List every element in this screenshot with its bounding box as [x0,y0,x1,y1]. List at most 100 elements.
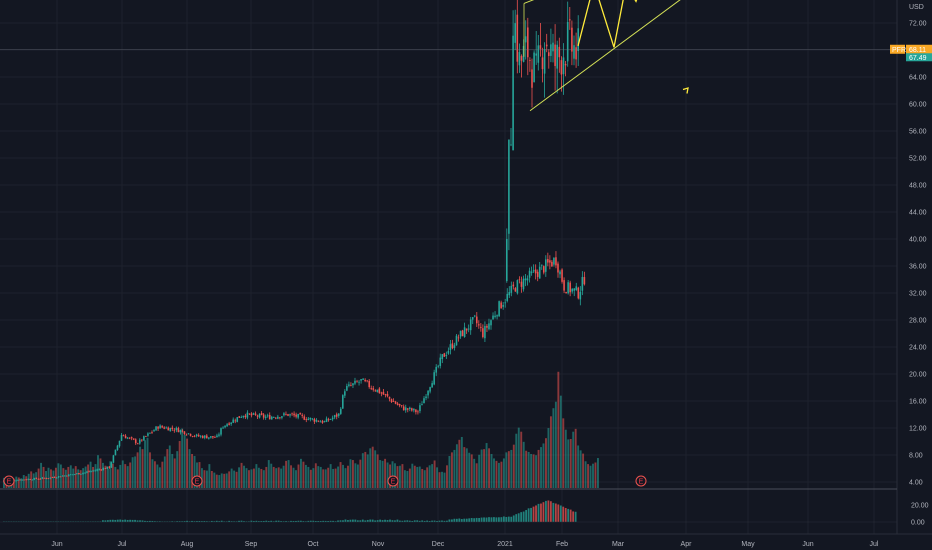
candle-body [447,350,450,354]
candle [23,479,25,481]
candle [185,433,188,436]
indicator-bar [153,521,156,522]
candle [283,412,285,417]
candle [427,390,429,399]
candle [285,411,287,416]
candle-body [423,398,425,404]
indicator-bar [354,519,357,522]
indicator-bar [379,519,381,522]
earnings-marker[interactable]: E [635,475,647,487]
indicator-bar [344,519,347,522]
candle [579,286,582,306]
earnings-marker[interactable]: E [191,475,203,487]
volume-bar [488,448,490,488]
candle-body [49,477,52,479]
volume-bar [304,464,307,488]
candle [232,417,234,424]
indicator-bar [473,518,476,522]
last-price-tag[interactable]: 68.11 [906,44,932,54]
indicator-bar [260,521,263,522]
indicator-bar [448,519,451,522]
earnings-icon[interactable] [191,475,203,487]
candle [63,475,66,477]
earnings-icon[interactable] [387,475,399,487]
indicator-bar [376,520,379,522]
candle-body [543,49,546,74]
candle-body [102,468,105,471]
candle [435,364,437,377]
candle [210,436,212,439]
candle-body [537,45,540,63]
candle [545,255,547,277]
volume-bar [22,475,25,488]
volume-bar [369,448,372,488]
earnings-marker[interactable]: E [387,475,399,487]
candle-body [335,414,338,417]
earnings-icon[interactable] [3,475,15,487]
earnings-icon[interactable] [635,475,647,487]
volume-bar [379,460,382,488]
candle-body [547,259,549,263]
candle-body [488,323,490,330]
indicator-bar [418,520,421,522]
candle-body [159,425,161,429]
candle [555,251,557,269]
candle [53,476,56,479]
candle [297,413,299,420]
candle-body [339,408,342,414]
symbol-tag[interactable]: PFR [890,44,906,54]
indicator-bar [391,520,394,522]
volume-bar [106,468,109,488]
candle [147,432,149,437]
indicator-bar [245,521,248,522]
projection-zigzag[interactable] [577,0,688,48]
projection-arrowhead[interactable] [682,87,689,94]
indicator-bar [522,511,525,522]
time-tick-label: Jul [870,541,879,548]
candle-body [268,414,271,420]
candle-body [65,475,68,477]
candle-body [431,383,433,388]
volume-bar [413,465,416,488]
candle [510,127,512,147]
indicator-bar [265,520,268,522]
candle [404,404,407,413]
earnings-marker[interactable]: E [3,475,15,487]
channel-lower-trendline[interactable] [529,0,772,112]
candle [441,354,444,364]
indicator-bar [109,519,112,522]
candle-body [307,418,310,421]
candle [356,379,358,383]
indicator-bar [450,519,453,522]
candle-body [560,60,563,75]
candle [181,429,184,433]
volume-bar [549,416,552,488]
indicator-bar [255,520,258,522]
secondary-price-tag[interactable]: 67.49 [906,53,932,62]
indicator-bar [235,521,238,522]
candle-body [506,239,508,282]
candle-body [128,437,131,439]
candle [319,420,322,423]
candle [533,50,535,83]
candle-body [360,379,362,381]
indicator-bar [510,516,513,522]
volume-bar [102,462,104,488]
indicator-bar [191,520,193,522]
candle-body [244,415,247,418]
candle [110,461,113,469]
candle [386,391,389,398]
candle-body [80,473,82,475]
volume-bar [119,464,122,488]
candle [272,416,275,418]
candle-body [236,417,239,422]
indicator-bar [129,519,132,522]
volume-bar [403,470,406,488]
volume-bar [500,461,503,488]
indicator-bar [223,521,226,522]
candle-body [535,53,537,56]
candle [118,440,121,448]
candle [323,420,326,423]
